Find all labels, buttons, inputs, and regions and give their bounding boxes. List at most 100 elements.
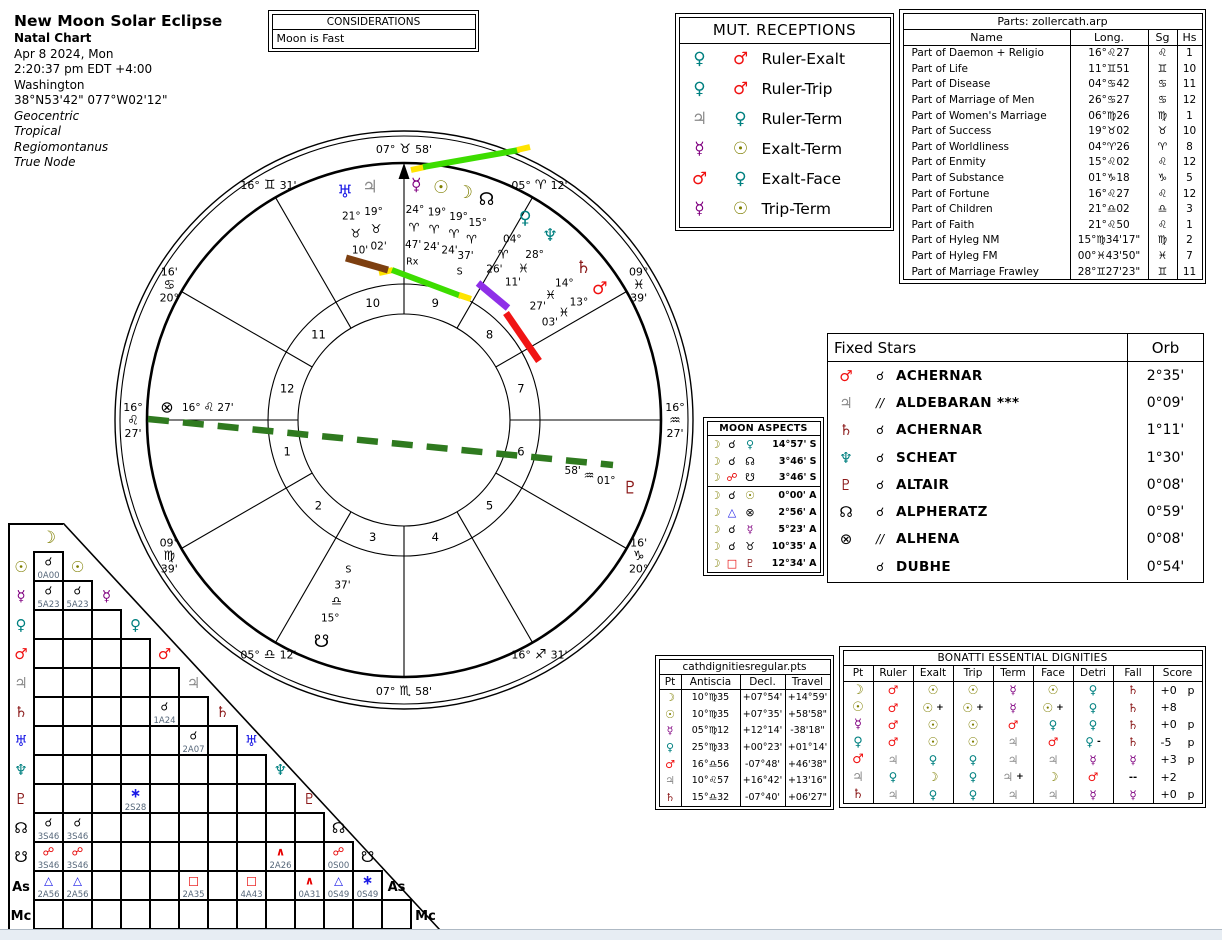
sun-glyph: ☉ [927, 735, 939, 750]
parts-table-row: Part of Faith 21°♌50 ♌ 1 [904, 217, 1202, 233]
aspect-cell-pluto-sun [62, 783, 93, 814]
moon-aspects-panel: MOON ASPECTS ☽ ☌ ♀ 14°57' S ☽ ☌ ☊ 3°46' S ☽ ☍ ☋ 3°4… [703, 417, 824, 576]
parts-table-row: Part of Marriage Frawley 28°♊27'23" ♊ 11 [904, 263, 1202, 280]
part-longitude: 21°♎02 [1069, 201, 1148, 218]
mars-glyph: ♂ [592, 279, 608, 299]
aspect-cell-mc-asc [381, 899, 412, 930]
conjunction-icon: ☌ [875, 423, 885, 438]
planet-minutes: 27' [530, 300, 546, 312]
wheel-planet-mercury: ☿ 24° ♈ 47' Rx [405, 175, 424, 267]
bonatti-row: ☽ ♂ ☉ ☉ ☿ ☉ ♀ ♄ +0 p [844, 681, 1202, 699]
dignity-highlight-line [422, 147, 520, 170]
capricorn-sign-glyph: ♑ [633, 549, 645, 564]
sun-glyph: ☉ [927, 683, 939, 698]
pisces-sign-glyph: ♓ [633, 278, 645, 293]
bonatti-dignity-cell: ♃ [992, 733, 1033, 752]
score-value: +2 [1160, 770, 1177, 784]
aspect-cell-saturn-venus [120, 696, 151, 727]
house-number-1: 1 [283, 444, 290, 458]
bonatti-dignity-cell: ♃ [872, 751, 913, 769]
declination-value: -07°40' [739, 789, 785, 806]
bonatti-dignity-cell: ☿ [992, 681, 1033, 699]
dignity-points-row: ♃ 10°♌57 +16°42' +13'16" [660, 772, 830, 790]
bonatti-header-exalt: Exalt [912, 665, 953, 681]
mars-glyph: ♂ [887, 717, 899, 732]
fixed-star-name: ACHERNAR [896, 422, 983, 439]
bonatti-dignity-cell: ♄ [1112, 681, 1153, 699]
mars-glyph: ♂ [1087, 770, 1099, 785]
aquarius-sign-glyph: ♒ [584, 468, 595, 482]
part-house: 10 [1176, 61, 1202, 77]
house-number-2: 2 [315, 499, 322, 513]
cusp-degree: 07° [376, 685, 396, 698]
fixed-stars-title: Fixed Stars [834, 338, 917, 357]
jupiter-glyph: ♃ [187, 674, 200, 692]
chart-node-type: True Node [14, 155, 76, 169]
dignity-points-row: ☿ 05°♍12 +12°14' -38'18" [660, 722, 830, 740]
bonatti-dignity-cell: ♀ [1032, 716, 1073, 734]
dignity-header-antiscia: Antiscia [680, 674, 740, 689]
aspect-cell-asc-venus [120, 870, 151, 901]
moon-aspect-orb: 3°46' S [778, 472, 817, 483]
aspect-cell-neptune-mars [149, 754, 180, 785]
parts-table-row: Part of Worldliness 04°♈26 ♈ 8 [904, 139, 1202, 155]
aspect-cell-jupiter-mercury [91, 667, 122, 698]
conjunction-icon: ☌ [74, 584, 82, 598]
wheel-planet-moon: ☽ 19° ♈ 24' [441, 183, 473, 257]
bonatti-dignity-cell: ♃ [992, 751, 1033, 769]
aspect-cell-south-node-mercury [91, 841, 122, 872]
cusp-minutes: 31' [280, 179, 297, 192]
aspect-cell-pluto-mercury [91, 783, 122, 814]
saturn-glyph: ♄ [665, 790, 675, 804]
conjunction-icon: ☌ [875, 450, 885, 465]
fixed-star-row: ⊗ // ALHENA 0°08' [828, 525, 1203, 554]
dignity-marker: + [1056, 702, 1064, 713]
quindecile-icon: ∧ [276, 845, 285, 859]
travel-value: +06'27" [784, 789, 830, 806]
fixed-stars-header: Fixed Stars Orb [828, 334, 1203, 362]
saturn-glyph: ♄ [1127, 717, 1139, 732]
neptune-glyph: ♆ [14, 761, 27, 779]
part-name: Part of Daemon + Religio [911, 47, 1044, 60]
taurus-sign-glyph: ♉ [371, 222, 382, 236]
part-sign-glyph: ♋ [1147, 76, 1177, 93]
dignity-points-row: ☽ 10°♍35 +07°54' +14°59' [660, 689, 830, 707]
aspect-cell-asc-mercury [91, 870, 122, 901]
chart-coords: 38°N53'42" 077°W02'12" [14, 93, 168, 107]
aspect-cell-jupiter-moon [33, 667, 64, 698]
cusp-degree-label: 39' [630, 291, 647, 304]
cusp-degree-label: 16' [630, 536, 647, 549]
jupiter-glyph: ♃ [14, 674, 27, 692]
considerations-title: CONSIDERATIONS [272, 15, 475, 30]
considerations-panel: CONSIDERATIONS Moon is Fast [268, 10, 479, 52]
uranus-glyph: ♅ [14, 732, 27, 750]
parts-table-row: Part of Enmity 15°♌02 ♌ 12 [904, 154, 1202, 171]
declination-value: +12°14' [739, 722, 785, 740]
aspect-orb-code: 0S49 [357, 890, 379, 900]
planet-degree: 04° [503, 234, 522, 246]
planet-degree: 21° [342, 210, 361, 222]
reception-type-label: Ruler-Term [761, 109, 843, 128]
sun-glyph: ☉ [1047, 683, 1059, 698]
moon-glyph: ☽ [852, 682, 864, 698]
planet-minutes: 03' [542, 316, 558, 328]
conjunction-icon: ☌ [728, 539, 736, 553]
fixed-star-orb: 1°11' [1127, 416, 1203, 444]
considerations-item: Moon is Fast [276, 31, 345, 45]
dignity-points-rows: ☽ 10°♍35 +07°54' +14°59' ☉ 10°♍35 +07°35' +58'5… [660, 689, 830, 806]
chart-subtitle: Natal Chart [14, 31, 92, 45]
conjunction-icon: ☌ [875, 477, 885, 492]
fixed-star-row: ♃ // ALDEBARAN *** 0°09' [828, 389, 1203, 417]
planet-motion-flag: Rx [406, 257, 419, 268]
venus-glyph: ♀ [693, 78, 706, 99]
mercury-glyph: ☿ [666, 724, 674, 738]
dignity-points-panel: cathdignitiesregular.pts Pt Antiscia Dec… [655, 655, 834, 811]
uranus-glyph: ♅ [245, 732, 258, 750]
scorpio-sign-glyph: ♏ [399, 684, 411, 699]
fixed-star-name: ACHERNAR [896, 367, 983, 384]
moon-aspect-orb: 2°56' A [778, 506, 817, 518]
part-sign-glyph: ♍ [1147, 107, 1177, 124]
mercury-glyph: ☿ [694, 198, 705, 219]
moon-glyph: ☽ [457, 183, 473, 203]
part-house: 8 [1176, 139, 1202, 155]
